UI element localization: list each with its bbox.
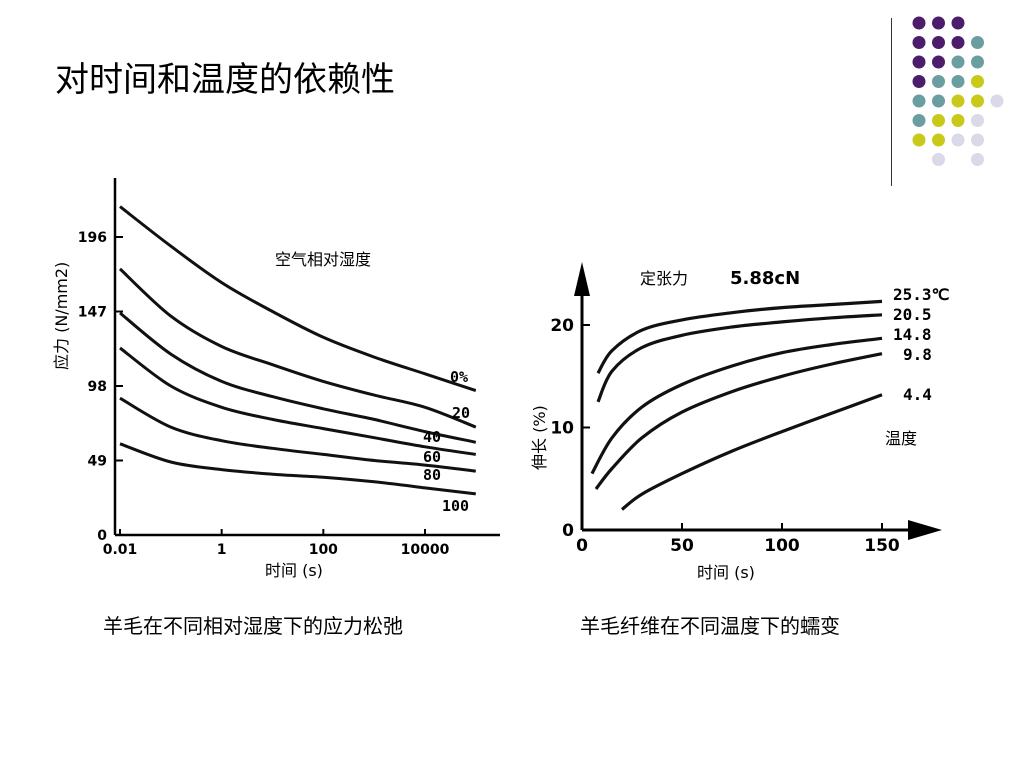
chart2-series-label: 4.4 bbox=[903, 385, 932, 404]
chart1-y-tick-label: 49 bbox=[88, 454, 107, 470]
decor-dot bbox=[951, 94, 965, 108]
chart1-x-tick-label: 10000 bbox=[401, 542, 450, 558]
decor-dot bbox=[932, 16, 945, 30]
decor-dot bbox=[932, 114, 945, 127]
decor-dot bbox=[951, 36, 965, 49]
decor-dot bbox=[971, 133, 984, 147]
chart2-annotation: 定张力 bbox=[640, 269, 688, 288]
chart1-x-tick-label: 100 bbox=[309, 542, 338, 558]
chart2-series-line bbox=[590, 336, 883, 475]
decor-dot bbox=[912, 16, 926, 30]
chart2-series-line bbox=[620, 393, 883, 511]
decor-dot bbox=[912, 55, 926, 69]
decor-dot bbox=[971, 153, 984, 166]
chart1-series-line bbox=[119, 311, 477, 444]
chart1-y-tick-label: 98 bbox=[88, 379, 107, 395]
chart2-y-tick-label: 10 bbox=[550, 419, 574, 439]
chart2-lines: 25.3℃20.514.89.8 4.4 bbox=[590, 285, 950, 511]
chart2-xlabel: 时间 (s) bbox=[697, 563, 755, 582]
slide-title: 对时间和温度的依赖性 bbox=[55, 60, 395, 100]
decor-dot bbox=[971, 55, 984, 69]
chart2-series-line bbox=[594, 352, 883, 490]
decor-dot bbox=[932, 75, 945, 88]
decor-dot bbox=[971, 114, 984, 127]
chart2-series-label: 25.3℃ bbox=[893, 285, 950, 304]
chart1-series-label: 40 bbox=[423, 428, 441, 446]
decor-dot bbox=[912, 94, 926, 108]
decor-dot bbox=[951, 16, 965, 30]
chart1-x-tick-label: 1 bbox=[217, 542, 227, 558]
decor-dot bbox=[932, 55, 945, 69]
chart2-x-arrow bbox=[908, 520, 942, 540]
decor-dot bbox=[971, 75, 984, 88]
decor-dot bbox=[951, 75, 965, 88]
divider-line bbox=[891, 18, 892, 186]
chart1-xlabel: 时间 (s) bbox=[265, 561, 323, 580]
decor-dot bbox=[951, 55, 965, 69]
chart1-series-line bbox=[119, 442, 476, 496]
decor-dot bbox=[951, 114, 965, 127]
decor-dot bbox=[971, 94, 984, 108]
chart2-x-tick-label: 100 bbox=[764, 536, 800, 556]
chart1-series-label: 100 bbox=[442, 497, 469, 515]
decor-dot bbox=[932, 133, 945, 147]
caption-left: 羊毛在不同相对湿度下的应力松弛 bbox=[103, 614, 403, 638]
chart1-series-line bbox=[118, 267, 477, 429]
chart2-y-tick-label: 0 bbox=[562, 521, 574, 541]
chart1-ylabel: 应力 (N/mm2) bbox=[52, 262, 71, 370]
chart1-series-line bbox=[119, 205, 477, 393]
chart2-series-label: 20.5 bbox=[893, 305, 932, 324]
chart2-x-tick-label: 0 bbox=[576, 536, 588, 556]
chart1-x-tick-label: 0.01 bbox=[103, 542, 138, 558]
chart2-series-label: 9.8 bbox=[903, 345, 932, 364]
chart1-y-tick-label: 196 bbox=[78, 230, 107, 246]
chart1-y-tick-label: 0 bbox=[97, 528, 107, 544]
decor-dot bbox=[912, 114, 926, 127]
decor-dot bbox=[951, 133, 965, 147]
chart2-y-tick-label: 20 bbox=[550, 316, 574, 336]
caption-right: 羊毛纤维在不同温度下的蠕变 bbox=[580, 614, 840, 638]
chart2-load: 5.88cN bbox=[730, 268, 800, 289]
chart1-series-label: 20 bbox=[452, 404, 470, 422]
decor-dot bbox=[990, 94, 1004, 108]
decor-dot bbox=[932, 94, 945, 108]
decorative-dot-grid bbox=[912, 16, 1004, 166]
chart2-ticks: 0 50 100 150 0 10 20 bbox=[550, 316, 900, 556]
chart2-series-line bbox=[596, 299, 883, 375]
chart2-series-label: 14.8 bbox=[893, 325, 932, 344]
chart2-x-tick-label: 150 bbox=[864, 536, 900, 556]
decor-dot bbox=[912, 75, 926, 88]
chart1-series-line bbox=[119, 346, 477, 456]
chart2-legend-title: 温度 bbox=[885, 429, 917, 448]
decor-dot bbox=[912, 36, 926, 49]
decor-dot bbox=[932, 36, 945, 49]
chart1-y-tick-label: 147 bbox=[78, 305, 107, 321]
chart1-series-line bbox=[119, 396, 476, 473]
chart1-series-label: 0% bbox=[450, 368, 468, 386]
decor-dot bbox=[912, 133, 926, 147]
chart1-series-label: 80 bbox=[423, 466, 441, 484]
chart1-ticks: 0.01 1 100 10000 0 49 98 147 196 bbox=[78, 230, 450, 558]
chart2-x-tick-label: 50 bbox=[670, 536, 694, 556]
chart2-y-arrow bbox=[574, 262, 590, 296]
decor-dot bbox=[971, 36, 984, 49]
chart2-axes bbox=[574, 262, 942, 540]
decor-dot bbox=[932, 153, 945, 166]
chart2-ylabel: 伸长 (%) bbox=[530, 405, 549, 470]
chart2-series-line bbox=[596, 313, 883, 403]
chart1-series-label: 60 bbox=[423, 448, 441, 466]
chart1-annotation: 空气相对湿度 bbox=[275, 250, 371, 269]
